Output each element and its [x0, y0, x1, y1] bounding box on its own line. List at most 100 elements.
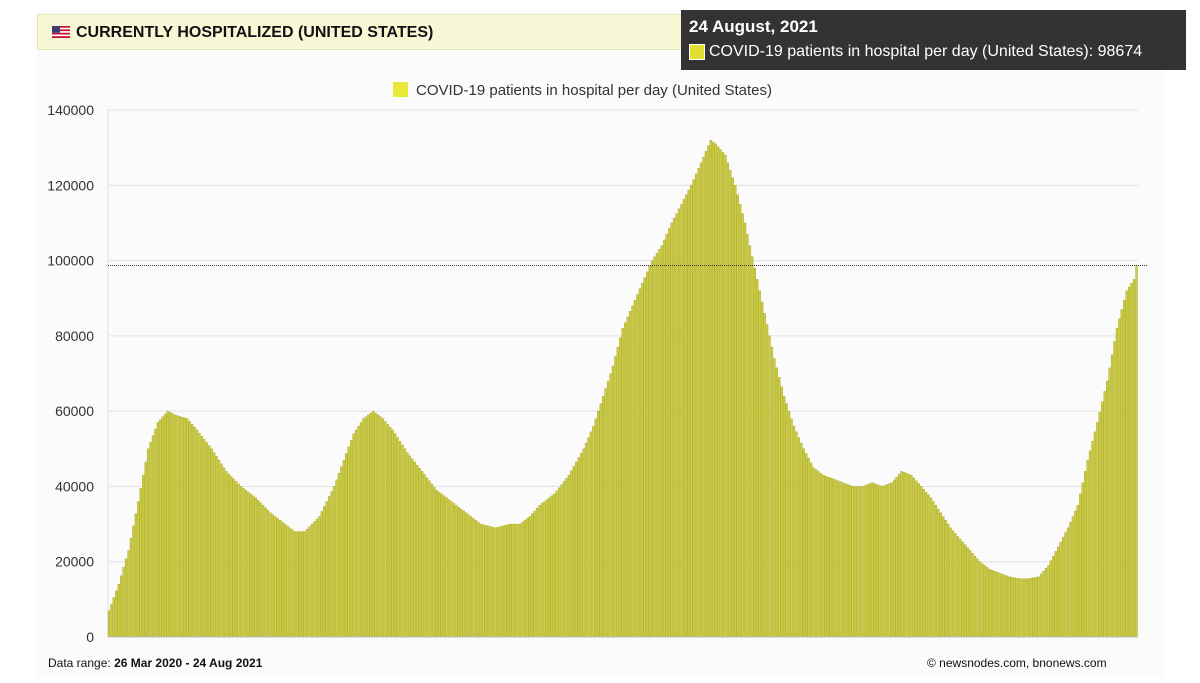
bar [981, 563, 984, 638]
bar [413, 461, 416, 638]
bar [1061, 537, 1065, 638]
bar [831, 478, 835, 638]
bar [626, 316, 629, 638]
bar [364, 416, 367, 638]
bar [1115, 328, 1119, 638]
bar [164, 413, 167, 638]
bar [893, 479, 896, 638]
bar [594, 418, 597, 638]
bar [907, 473, 911, 638]
bar [839, 481, 842, 638]
bar [332, 486, 336, 638]
bar [834, 479, 837, 638]
bar [944, 520, 947, 638]
bar [305, 528, 309, 638]
bar [367, 414, 370, 638]
bar [726, 162, 730, 638]
bar [474, 520, 478, 638]
bar [176, 415, 179, 638]
bar [560, 484, 563, 638]
bar [1037, 576, 1040, 638]
bar [457, 506, 460, 638]
bar [787, 410, 791, 638]
bar [682, 199, 686, 638]
bar [526, 518, 529, 638]
bar [198, 432, 201, 638]
bar [484, 525, 487, 638]
bar [433, 486, 436, 638]
bar [924, 491, 928, 638]
bar [374, 412, 377, 638]
bar [951, 530, 955, 638]
bar [494, 527, 497, 638]
bar [570, 470, 573, 638]
bar [543, 501, 546, 638]
bar [249, 493, 253, 638]
bar [685, 194, 688, 638]
bar [418, 468, 421, 638]
bar [973, 555, 977, 638]
bar [183, 417, 186, 638]
bar [616, 346, 619, 638]
bar [151, 435, 155, 638]
bar [998, 572, 1001, 638]
bar [841, 482, 845, 638]
bar [1125, 290, 1128, 638]
bar [117, 584, 120, 638]
bar [369, 412, 372, 638]
bar [1091, 441, 1094, 638]
bar [895, 476, 898, 638]
bar [631, 305, 634, 638]
bar [496, 527, 500, 638]
bar [455, 505, 458, 638]
bar [469, 516, 473, 638]
tooltip-series-line: COVID-19 patients in hospital per day (U… [689, 43, 1178, 61]
bar [472, 518, 475, 638]
y-tick-label: 40000 [55, 478, 94, 494]
bar [954, 533, 957, 638]
bar [1052, 555, 1055, 638]
bar [873, 483, 876, 638]
bar [716, 146, 720, 638]
data-range-separator: - [185, 656, 190, 670]
bar [584, 442, 588, 638]
bar [880, 486, 884, 638]
bar [1105, 380, 1109, 638]
bar [898, 473, 901, 638]
bar [1081, 482, 1084, 638]
bar [555, 490, 558, 638]
bar [259, 502, 262, 638]
bar [122, 567, 125, 638]
bar [739, 203, 742, 638]
bar [315, 518, 319, 638]
bar [149, 441, 152, 638]
bar [709, 139, 712, 638]
bar [154, 428, 157, 638]
bar [252, 495, 255, 638]
bar [844, 483, 847, 638]
bar [817, 471, 820, 638]
legend-label: COVID-19 patients in hospital per day (U… [416, 82, 772, 99]
bar [323, 506, 326, 638]
bar [878, 485, 881, 638]
bar [120, 575, 123, 638]
bar [479, 523, 482, 638]
bar [1005, 575, 1008, 638]
bar [538, 505, 541, 638]
bar [1000, 573, 1004, 638]
bar [337, 473, 341, 638]
bar [606, 380, 610, 638]
bar [354, 429, 358, 638]
bar [829, 477, 832, 638]
bar [1025, 578, 1028, 638]
bar [712, 141, 715, 638]
bar [489, 526, 492, 638]
bar [1118, 318, 1121, 638]
bar [589, 431, 593, 638]
bar [521, 521, 524, 638]
bar [780, 386, 783, 638]
bar [675, 213, 678, 638]
bar [714, 143, 717, 638]
bar [792, 426, 796, 638]
